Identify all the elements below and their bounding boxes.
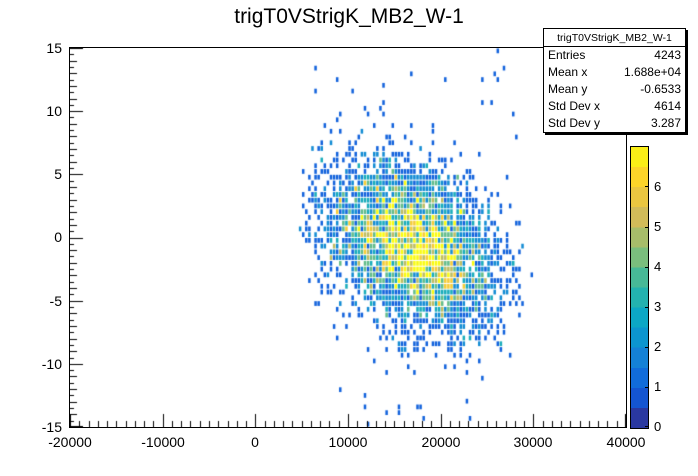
z-tick-label: 6 bbox=[654, 179, 662, 194]
y-tick-label: -10 bbox=[41, 356, 62, 372]
stats-label: Std Dev y bbox=[548, 116, 601, 130]
z-tick-label: 0 bbox=[654, 419, 662, 434]
z-axis-tick-mark bbox=[645, 426, 649, 427]
plot-title: trigT0VStrigK_MB2_W-1 bbox=[234, 5, 464, 28]
stats-row: Mean x 1.688e+04 bbox=[544, 64, 685, 81]
stats-value: 4614 bbox=[654, 99, 681, 113]
stats-value: 1.688e+04 bbox=[623, 65, 681, 79]
z-axis-tick-mark bbox=[645, 227, 649, 228]
stats-row: Std Dev x 4614 bbox=[544, 98, 685, 115]
z-tick-label: 2 bbox=[654, 339, 662, 354]
x-tick-label: 20000 bbox=[421, 434, 461, 450]
stats-box-title: trigT0VStrigK_MB2_W-1 bbox=[544, 29, 685, 47]
y-tick-label: 0 bbox=[54, 229, 62, 245]
x-tick-label: 30000 bbox=[513, 434, 553, 450]
z-axis-tick-mark bbox=[645, 347, 649, 348]
z-axis-tick-mark bbox=[645, 387, 649, 388]
stats-label: Mean y bbox=[548, 82, 588, 96]
stats-value: -0.6533 bbox=[640, 82, 681, 96]
z-tick-label: 5 bbox=[654, 219, 662, 234]
z-tick-label: 4 bbox=[654, 259, 662, 274]
x-tick-label: 40000 bbox=[606, 434, 646, 450]
y-tick-label: -15 bbox=[41, 419, 62, 435]
y-tick-label: -5 bbox=[49, 293, 62, 309]
stats-value: 4243 bbox=[654, 48, 681, 62]
y-tick-label: 10 bbox=[46, 103, 62, 119]
z-axis-tick-mark bbox=[645, 307, 649, 308]
z-tick-label: 3 bbox=[654, 299, 662, 314]
stats-value: 3.287 bbox=[650, 116, 681, 130]
stats-row: Mean y -0.6533 bbox=[544, 81, 685, 98]
histogram-2d-plot bbox=[70, 48, 626, 427]
stats-row: Std Dev y 3.287 bbox=[544, 115, 685, 132]
color-palette-bar bbox=[630, 146, 649, 429]
stats-row: Entries 4243 bbox=[544, 47, 685, 64]
z-tick-label: 1 bbox=[654, 379, 662, 394]
stats-label: Entries bbox=[548, 48, 586, 62]
x-tick-label: -20000 bbox=[48, 434, 92, 450]
y-tick-label: 15 bbox=[46, 40, 62, 56]
stats-box: trigT0VStrigK_MB2_W-1 Entries 4243 Mean … bbox=[543, 28, 686, 133]
stats-label: Mean x bbox=[548, 65, 588, 79]
stats-label: Std Dev x bbox=[548, 99, 601, 113]
x-tick-label: 0 bbox=[251, 434, 259, 450]
z-axis-tick-mark bbox=[645, 186, 649, 187]
z-axis-tick-mark bbox=[645, 267, 649, 268]
y-tick-label: 5 bbox=[54, 166, 62, 182]
x-tick-label: 10000 bbox=[328, 434, 368, 450]
x-tick-label: -10000 bbox=[141, 434, 185, 450]
